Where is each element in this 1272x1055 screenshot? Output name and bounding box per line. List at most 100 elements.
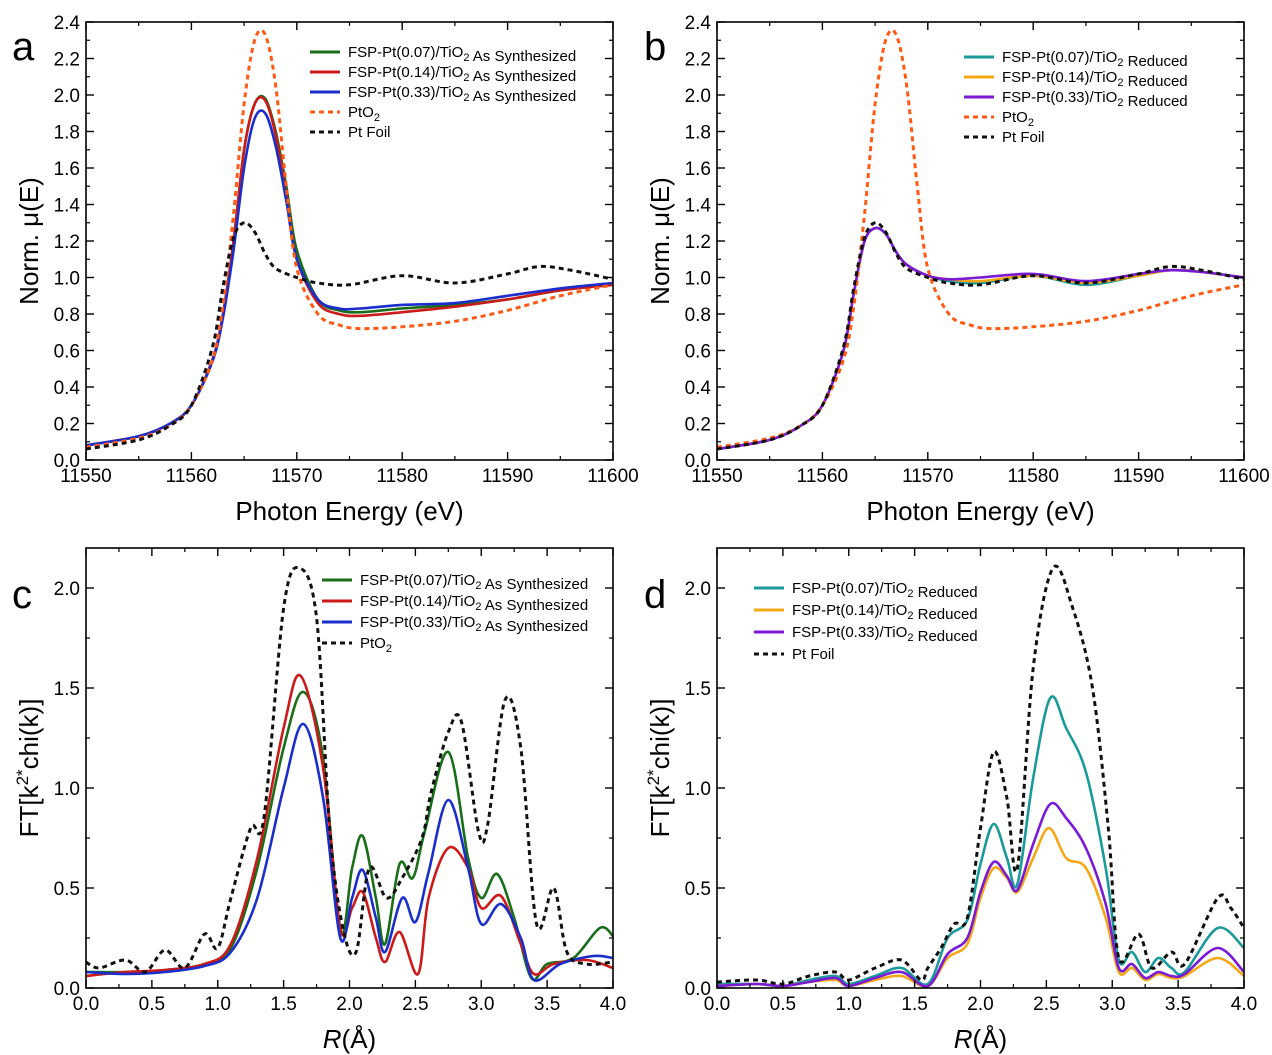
legend-label: FSP-Pt(0.07)/TiO2 Reduced [1002,49,1188,70]
y-tick-label: 0.6 [685,342,711,363]
x-tick-label: 11600 [587,466,638,487]
series-line-fsp-pt-0-33-tio2-as-synthesized [86,109,613,447]
y-tick-label: 1.4 [54,196,81,217]
series-line-fsp-pt-0-07-tio2-reduced [717,226,1244,451]
y-tick-label: 1.0 [54,779,80,800]
y-tick-label: 2.4 [54,13,81,34]
legend-label: FSP-Pt(0.33)/TiO2 Reduced [792,624,978,645]
x-tick-label: 3.5 [534,994,560,1015]
series-line-fsp-pt-0-07-tio2-as-synthesized [86,690,613,982]
y-tick-label: 1.6 [685,159,711,180]
legend: FSP-Pt(0.07)/TiO2 ReducedFSP-Pt(0.14)/Ti… [754,580,978,663]
x-tick-label: 11560 [797,466,848,487]
x-tick-label: 11600 [1218,466,1269,487]
x-tick-label: 1.5 [901,994,927,1015]
panel-letter-c: c [12,573,32,617]
y-axis-title: FT[k2*chi(k)] [13,699,44,838]
y-tick-label: 1.4 [685,196,712,217]
x-tick-label: 11560 [166,466,217,487]
panel-b: b 11550 11560 11570 11580 11590 11600 0.0 0.2 0.4… [644,13,1270,526]
y-tick-label: 2.0 [685,86,711,107]
y-tick-label: 1.2 [685,232,711,253]
y-tick-label: 2.4 [685,13,712,34]
y-tick-label: 0.4 [54,378,81,399]
x-tick-label: 4.0 [600,994,626,1015]
y-tick-label: 1.8 [54,123,80,144]
y-tick-label: 0.6 [54,342,80,363]
panel-c: c 0.0 0.5 1.0 1.5 2.0 2.5 3.0 3.5 4.0 0.0 0.5 1.0 1.5… [12,547,626,1054]
x-axis-title: Photon Energy (eV) [866,496,1094,526]
y-tick-label: 0.0 [54,979,80,1000]
series-line-fsp-pt-0-14-tio2-as-synthesized [86,673,613,978]
y-axis-title: FT[k2*chi(k)] [644,699,675,838]
x-axis-title: Photon Energy (eV) [235,496,463,526]
legend-label: PtO2 [360,635,392,655]
y-tick-label: 2.2 [54,50,80,71]
y-tick-label: 0.0 [685,451,711,472]
y-tick-label: 0.5 [685,879,711,900]
x-tick-label: 11590 [1113,466,1164,487]
y-tick-label: 0.5 [54,879,80,900]
legend-label: FSP-Pt(0.33)/TiO2 Reduced [1002,89,1188,110]
legend-label: Pt Foil [348,124,391,141]
panel-letter-d: d [644,573,666,617]
y-tick-label: 0.8 [54,305,80,326]
legend: FSP-Pt(0.07)/TiO2 As SynthesizedFSP-Pt(0… [322,572,588,655]
x-tick-label: 2.0 [967,994,993,1015]
series-line-fsp-pt-0-33-tio2-as-synthesized [86,722,613,982]
legend-label: FSP-Pt(0.33)/TiO2 As Synthesized [348,84,576,105]
series-line-pt-foil [717,221,1244,451]
series-line-fsp-pt-0-14-tio2-reduced [717,226,1244,451]
series-line-pto2 [717,28,1244,449]
x-tick-label: 2.0 [336,994,362,1015]
legend-label: FSP-Pt(0.33)/TiO2 As Synthesized [360,614,588,635]
series-line-fsp-pt-0-14-tio2-as-synthesized [86,95,613,447]
x-tick-label: 1.5 [270,994,296,1015]
x-tick-label: 1.0 [836,994,862,1015]
y-tick-label: 0.4 [685,378,712,399]
x-tick-label: 0.0 [73,994,99,1015]
legend-label: Pt Foil [1002,129,1045,146]
x-tick-label: 0.5 [139,994,165,1015]
y-tick-label: 1.0 [54,269,80,290]
y-tick-label: 1.6 [54,159,80,180]
y-tick-label: 0.2 [54,415,80,436]
series-line-pt-foil [717,564,1244,986]
x-tick-label: 0.5 [770,994,796,1015]
y-tick-label: 2.2 [685,50,711,71]
legend-label: FSP-Pt(0.07)/TiO2 As Synthesized [348,44,576,65]
x-axis-title: R(Å) [323,1024,376,1054]
y-tick-label: 2.0 [54,579,80,600]
x-tick-label: 11580 [376,466,427,487]
series-line-fsp-pt-0-33-tio2-reduced [717,801,1244,988]
panel-letter-a: a [12,25,35,69]
legend-label: FSP-Pt(0.14)/TiO2 As Synthesized [360,593,588,614]
y-tick-label: 0.2 [685,415,711,436]
y-tick-label: 2.0 [685,579,711,600]
panel-a: a 11550 11560 11570 11580 11590 11600 0.0 0.2 0.4… [12,13,639,526]
y-tick-label: 0.0 [685,979,711,1000]
x-tick-label: 3.5 [1165,994,1191,1015]
series-line-pto2 [86,566,613,974]
x-tick-label: 4.0 [1231,994,1257,1015]
y-tick-label: 0.0 [54,451,80,472]
y-tick-label: 1.0 [685,779,711,800]
x-tick-label: 11570 [902,466,953,487]
x-tick-label: 0.0 [704,994,730,1015]
y-tick-label: 0.8 [685,305,711,326]
x-tick-label: 11550 [60,466,111,487]
x-tick-label: 1.0 [205,994,231,1015]
legend-label: FSP-Pt(0.07)/TiO2 As Synthesized [360,572,588,593]
series-line-fsp-pt-0-07-tio2-reduced [717,695,1244,988]
legend-label: FSP-Pt(0.14)/TiO2 Reduced [792,602,978,623]
panel-letter-b: b [644,25,666,69]
series-line-pt-foil [86,221,613,451]
y-tick-label: 1.2 [54,232,80,253]
y-tick-label: 2.0 [54,86,80,107]
legend-label: Pt Foil [792,646,835,663]
x-tick-label: 3.0 [468,994,494,1015]
legend-label: PtO2 [1002,109,1034,129]
x-tick-label: 11580 [1007,466,1058,487]
x-tick-label: 2.5 [402,994,428,1015]
